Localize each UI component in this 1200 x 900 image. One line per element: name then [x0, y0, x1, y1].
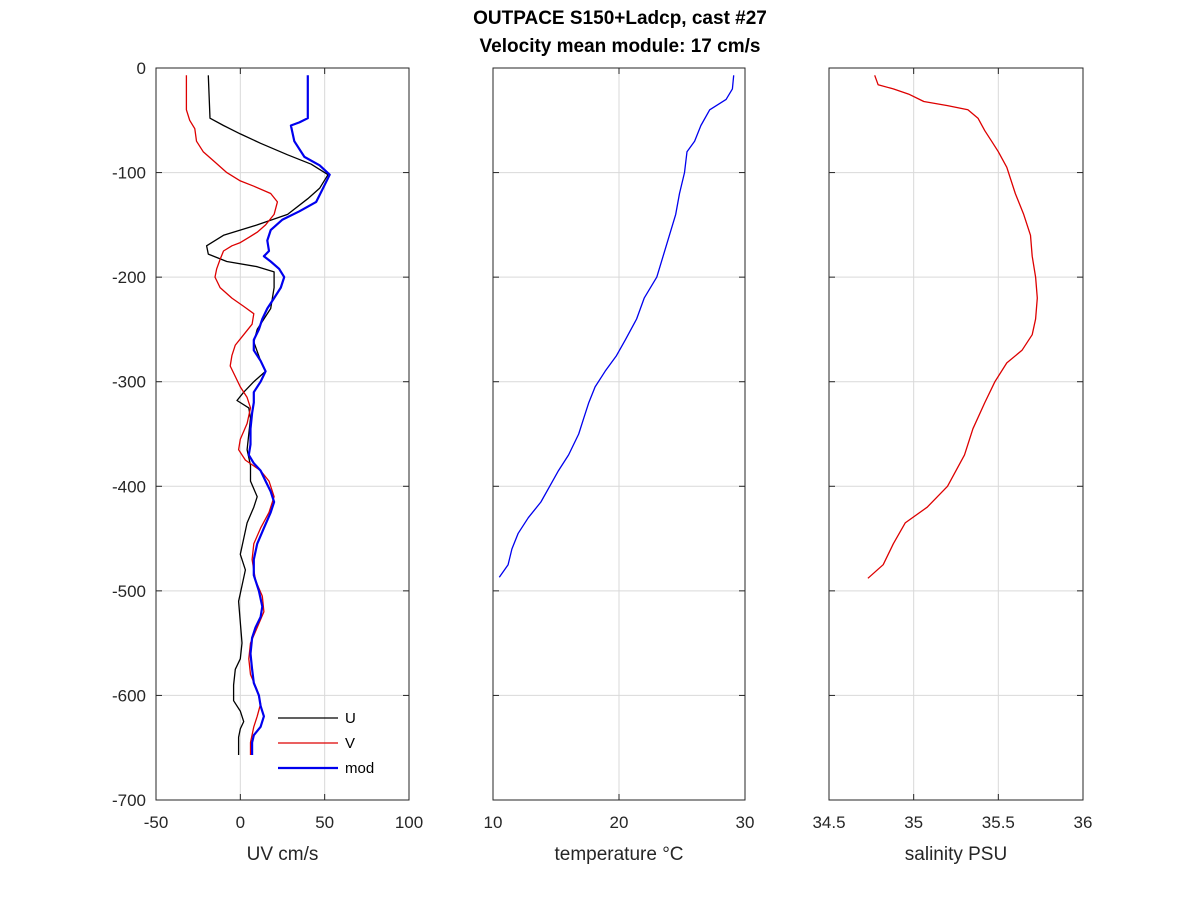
velocity-xlabel: UV cm/s: [247, 844, 319, 865]
legend-label-mod: mod: [345, 760, 374, 777]
salinity-xtick-label-0: 34.5: [812, 813, 845, 832]
velocity-xtick-label-0: -50: [144, 813, 169, 832]
temperature-xtick-label-1: 20: [610, 813, 629, 832]
velocity-ytick-label-4: -400: [112, 477, 146, 496]
salinity-xtick-label-2: 35.5: [982, 813, 1015, 832]
salinity-xtick-label-1: 35: [904, 813, 923, 832]
velocity-ytick-label-7: -700: [112, 791, 146, 810]
velocity-xtick-label-2: 50: [315, 813, 334, 832]
salinity-panel: 34.5 35 35.5 36 salinity PSU: [812, 67, 1093, 865]
salinity-series-line: [867, 75, 1038, 579]
velocity-series-mod: [247, 75, 331, 755]
legend-label-u: U: [345, 710, 356, 727]
figure-title-line1: OUTPACE S150+Ladcp, cast #27: [473, 8, 767, 29]
temperature-xtick-label-0: 10: [484, 813, 503, 832]
salinity-axes-box: [828, 67, 1084, 801]
salinity-xtick-label-3: 36: [1074, 813, 1093, 832]
velocity-series-u: [205, 75, 329, 755]
figure-title-line2: Velocity mean module: 17 cm/s: [480, 36, 761, 57]
velocity-ytick-label-3: -300: [112, 373, 146, 392]
temperature-xlabel: temperature °C: [554, 844, 683, 865]
velocity-ytick-label-0: 0: [137, 59, 146, 78]
temperature-series-line: [498, 75, 735, 578]
velocity-panel: -50 0 50 1000-100-200-300-400-500-600-700UV…: [112, 59, 423, 865]
salinity-xlabel: salinity PSU: [905, 844, 1007, 865]
velocity-ytick-label-5: -500: [112, 582, 146, 601]
velocity-ytick-label-6: -600: [112, 686, 146, 705]
velocity-ytick-label-1: -100: [112, 164, 146, 183]
temperature-xtick-label-2: 30: [736, 813, 755, 832]
temperature-panel: 10 20 30 temperature °C: [484, 67, 755, 865]
velocity-axes-box: [155, 67, 410, 801]
velocity-xtick-label-3: 100: [395, 813, 423, 832]
velocity-ytick-label-2: -200: [112, 268, 146, 287]
velocity-xtick-label-1: 0: [236, 813, 245, 832]
legend-label-v: V: [345, 735, 355, 752]
